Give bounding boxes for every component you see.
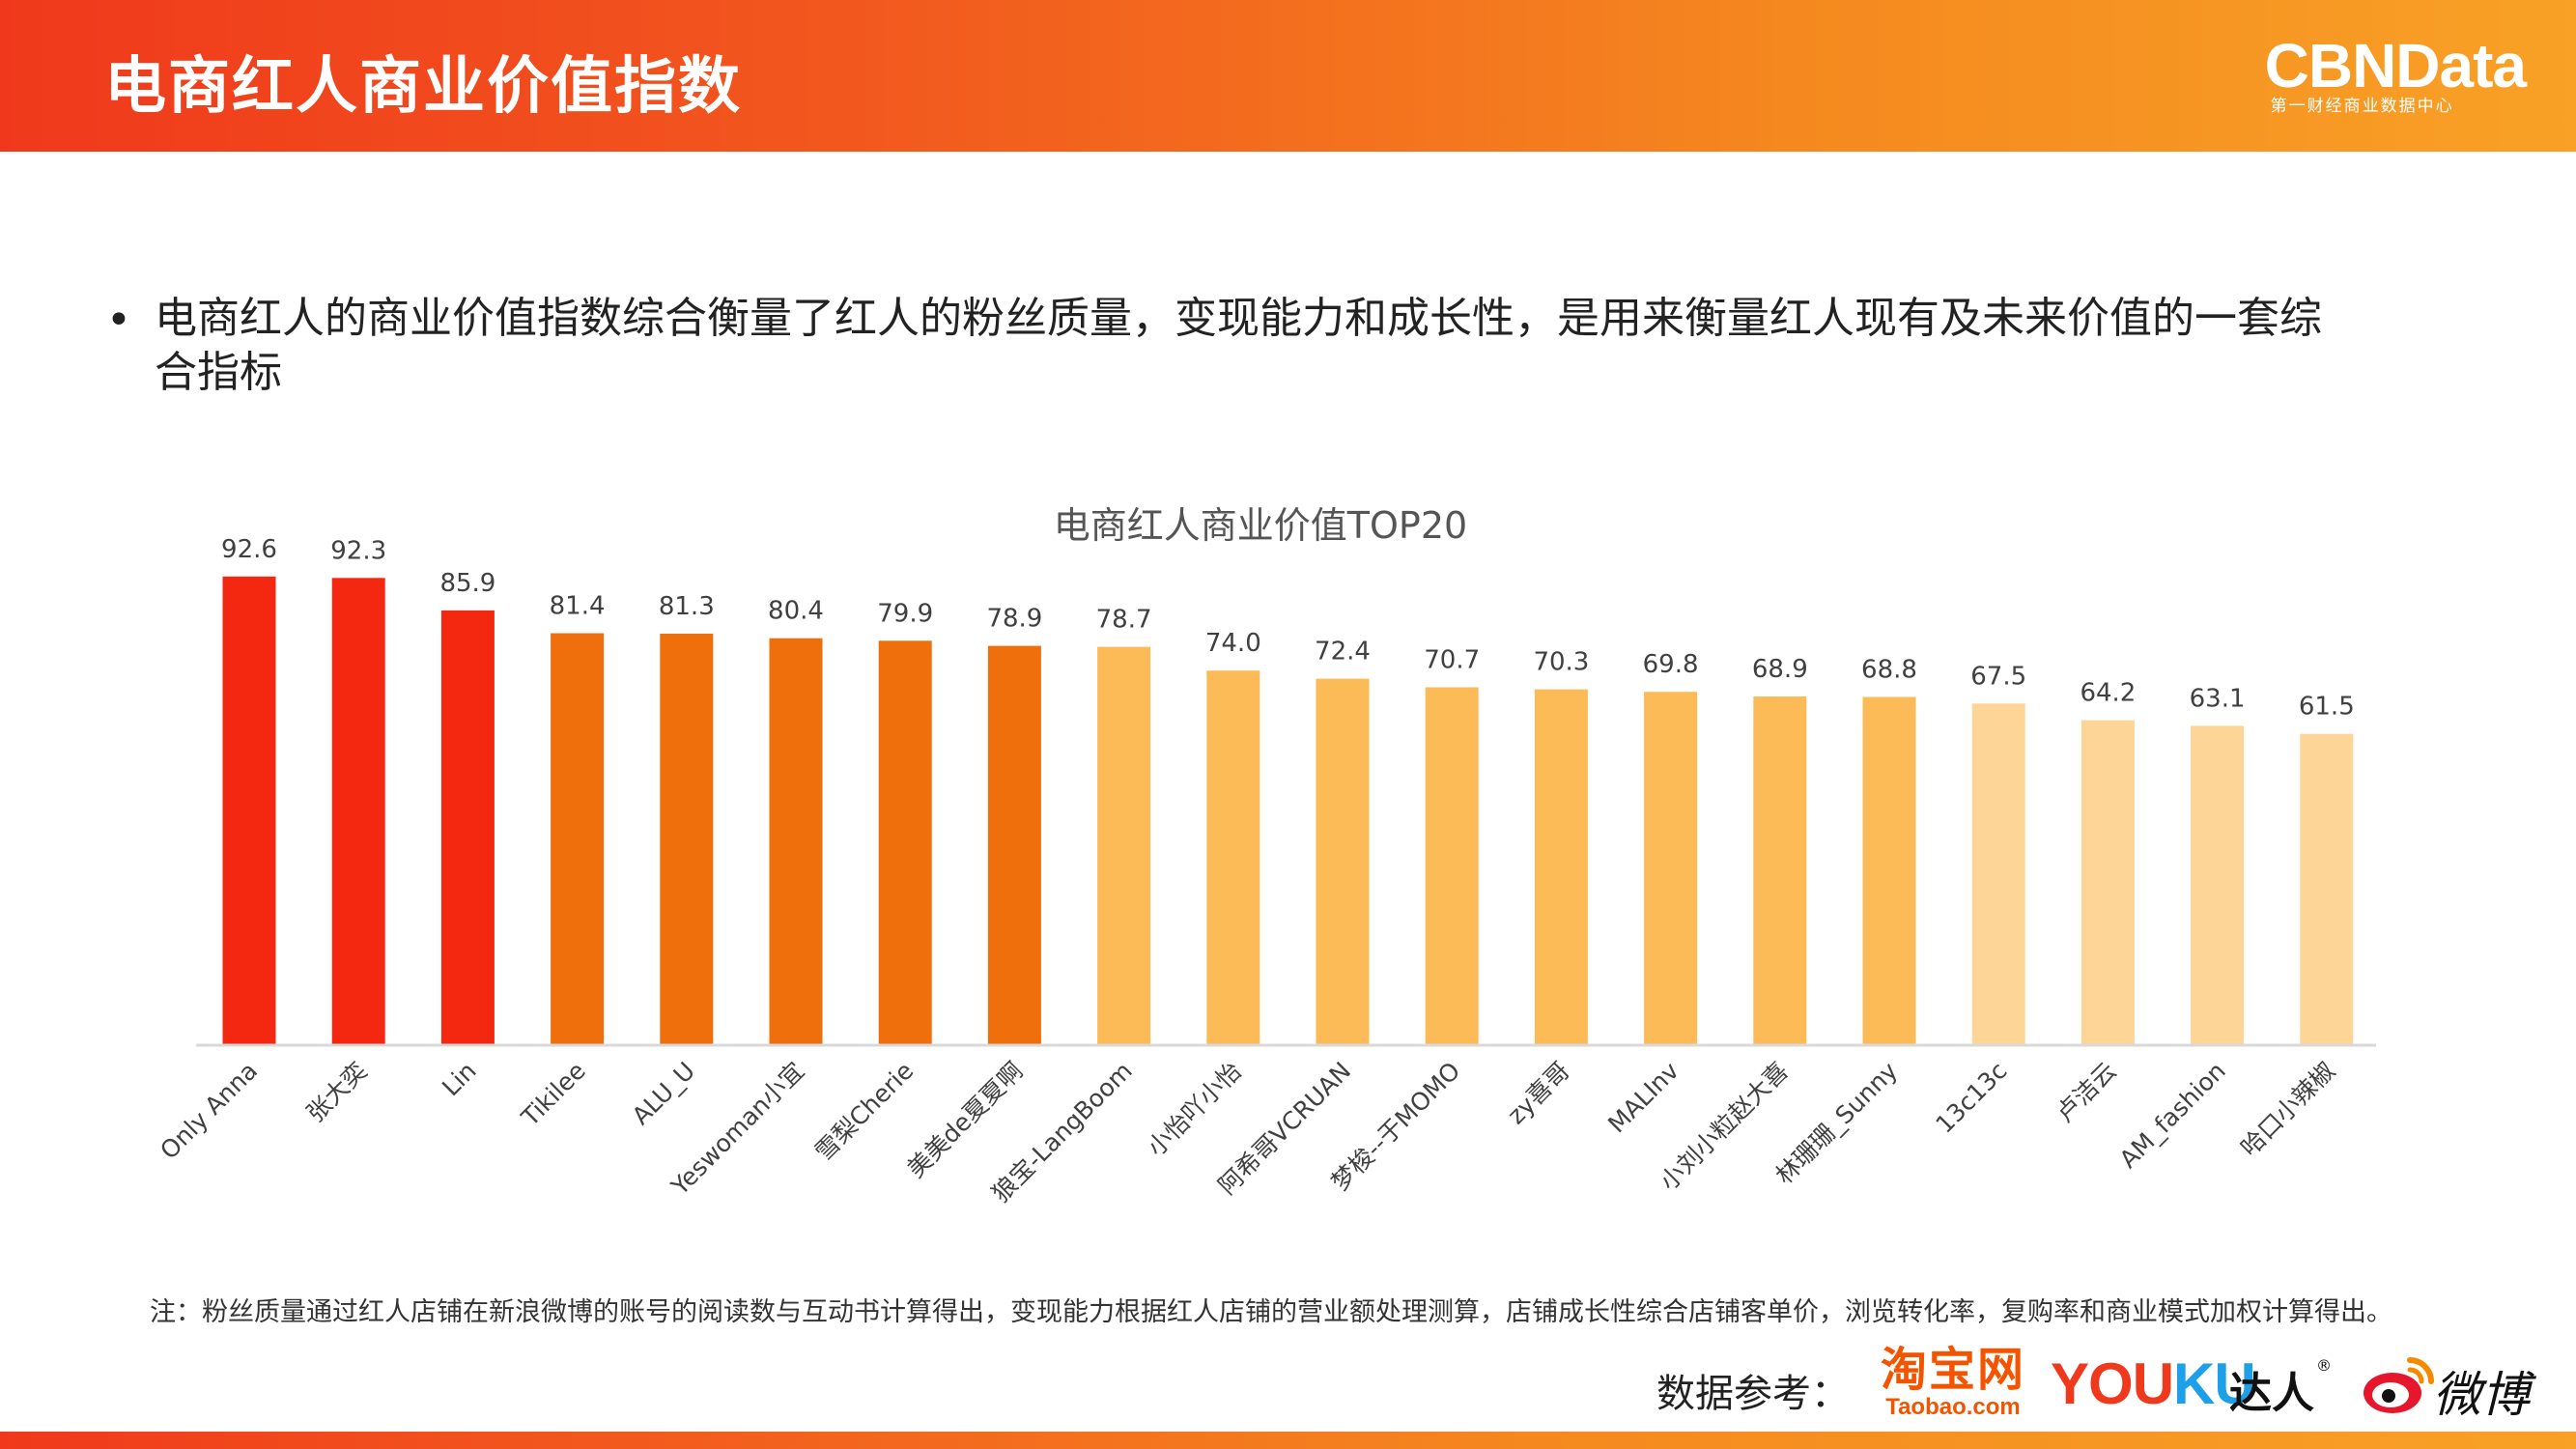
header-banner: 电商红人商业价值指数 CBNData 第一财经商业数据中心: [0, 0, 2576, 152]
category-label-7: 雪梨Cherie: [809, 1057, 919, 1166]
daren-text: 达人: [2229, 1369, 2314, 1418]
bar-9: [1097, 646, 1151, 1045]
value-label-2: 92.3: [330, 536, 386, 565]
bar-10: [1206, 670, 1260, 1045]
bar-19: [2191, 725, 2245, 1045]
logo-sub-text: 第一财经商业数据中心: [2270, 97, 2454, 116]
category-label-13: zy喜哥: [1502, 1057, 1575, 1130]
category-label-20: 哈口小辣椒: [2235, 1057, 2340, 1162]
value-label-13: 70.3: [1533, 648, 1589, 677]
value-label-17: 67.5: [1970, 662, 2026, 691]
data-sources: 数据参考： 淘宝网 Taobao.com YOUKU 达人 ® 微博: [1656, 1345, 2530, 1423]
bar-14: [1644, 692, 1698, 1045]
taobao-logo: 淘宝网 Taobao.com: [1871, 1345, 2035, 1420]
sources-label: 数据参考：: [1656, 1372, 1850, 1416]
value-label-4: 81.4: [550, 592, 606, 621]
bar-16: [1862, 696, 1916, 1045]
bar-4: [551, 633, 605, 1045]
bar-3: [440, 610, 495, 1045]
weibo-text: 微博: [2433, 1367, 2530, 1423]
category-label-14: MALInv: [1602, 1057, 1684, 1139]
value-label-14: 69.8: [1643, 650, 1699, 679]
bar-17: [1971, 703, 2025, 1045]
footer-bar: [0, 1432, 2576, 1449]
value-label-10: 74.0: [1205, 629, 1261, 658]
bar-18: [2081, 720, 2135, 1045]
value-label-7: 79.9: [877, 599, 933, 628]
category-label-17: 13c13c: [1931, 1057, 2013, 1139]
category-label-19: AM_fashion: [2114, 1057, 2231, 1174]
bar-20: [2300, 733, 2354, 1045]
value-label-3: 85.9: [439, 569, 495, 598]
bar-1: [222, 576, 276, 1045]
bar-7: [878, 640, 932, 1045]
category-label-18: 卢洁云: [2051, 1057, 2122, 1128]
value-label-6: 80.4: [768, 597, 824, 626]
value-labels-group: 92.6 92.3 85.9 81.4 81.3 80.4 79.9 78.9 78.7 74.0…: [221, 535, 2355, 722]
youku-logo: YOUKU: [2051, 1351, 2256, 1416]
bars-group: [222, 576, 2354, 1045]
value-label-1: 92.6: [221, 535, 277, 564]
intro-text: 电商红人的商业价值指数综合衡量了红人的粉丝质量，变现能力和成长性，是用来衡量红人…: [155, 294, 2322, 397]
value-label-12: 70.7: [1424, 646, 1480, 675]
value-label-11: 72.4: [1315, 638, 1371, 667]
taobao-en-text: Taobao.com: [1885, 1394, 2021, 1420]
bar-15: [1753, 696, 1807, 1045]
bar-13: [1534, 689, 1588, 1045]
value-label-19: 63.1: [2190, 684, 2246, 713]
taobao-cn-text: 淘宝网: [1880, 1343, 2025, 1397]
category-label-1: Only Anna: [155, 1057, 263, 1165]
value-label-8: 78.9: [986, 605, 1042, 634]
chart-title: 电商红人商业价值TOP20: [1054, 504, 1467, 547]
bar-chart: 电商红人商业价值TOP20 92.6 92.3 85.9 81.4 81.3 80.4 79…: [155, 504, 2376, 1208]
bar-2: [331, 578, 385, 1045]
cbndata-logo: CBNData 第一财经商业数据中心: [2264, 31, 2527, 116]
bar-6: [769, 638, 823, 1045]
category-label-4: Tikilee: [516, 1057, 591, 1132]
footnote: 注：粉丝质量通过红人店铺在新浪微博的账号的阅读数与互动书计算得出，变现能力根据红…: [150, 1297, 2392, 1327]
category-label-5: ALU_U: [627, 1057, 700, 1130]
value-label-16: 68.8: [1861, 656, 1917, 685]
bar-5: [660, 634, 714, 1045]
category-label-3: Lin: [437, 1057, 481, 1101]
page-title: 电商红人商业价值指数: [104, 51, 742, 123]
bar-11: [1316, 678, 1370, 1045]
weibo-eye-icon: [2364, 1357, 2434, 1413]
value-label-15: 68.9: [1752, 655, 1808, 684]
value-label-9: 78.7: [1096, 606, 1152, 635]
value-label-5: 81.3: [659, 592, 715, 621]
bar-12: [1425, 687, 1479, 1045]
value-label-18: 64.2: [2080, 679, 2136, 708]
bullet-point: •: [106, 296, 131, 345]
logo-main-text: CBNData: [2264, 31, 2527, 100]
category-label-2: 张大奕: [301, 1057, 373, 1128]
registered-mark: ®: [2316, 1356, 2332, 1375]
category-label-10: 小怡吖小怡: [1142, 1057, 1247, 1162]
youku-ku-text: KU: [2173, 1351, 2256, 1416]
value-label-20: 61.5: [2299, 693, 2355, 722]
youku-you-text: YOU: [2051, 1351, 2174, 1416]
bar-8: [987, 645, 1041, 1045]
